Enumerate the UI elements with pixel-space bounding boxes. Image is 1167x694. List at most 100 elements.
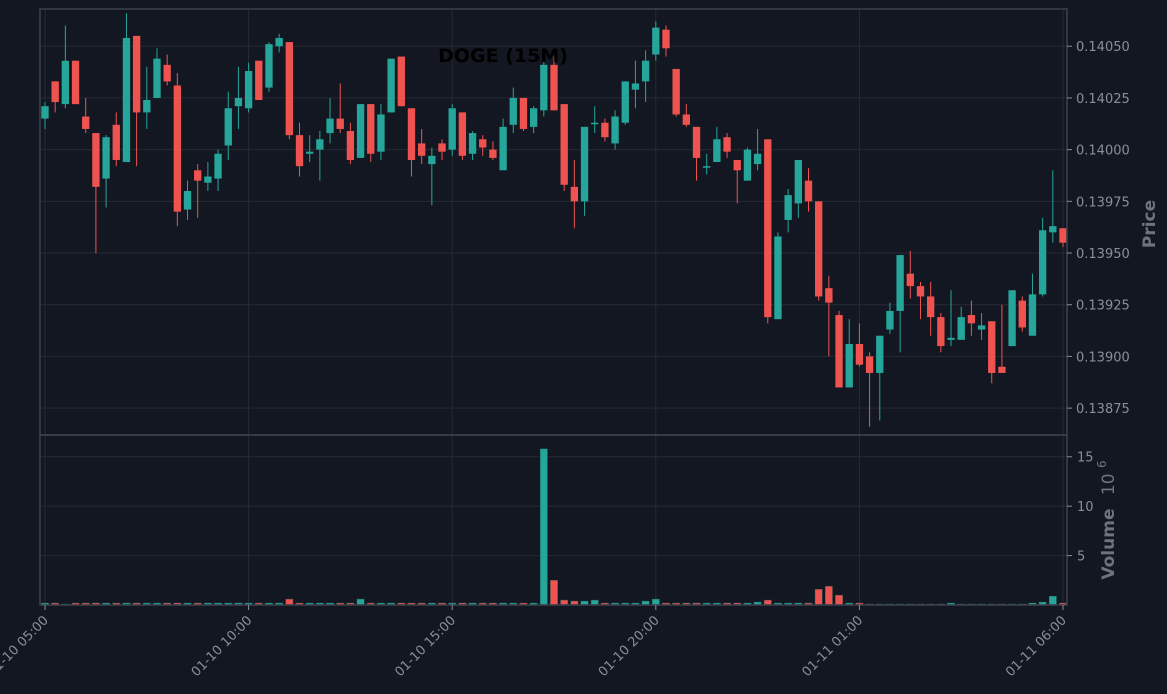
candle-body: [82, 116, 90, 129]
candle-body: [662, 29, 670, 49]
candle-body: [886, 310, 894, 330]
candle-body: [845, 344, 853, 388]
candle-body: [448, 108, 456, 150]
candle-body: [1008, 290, 1016, 347]
candle-body: [336, 118, 344, 129]
candle-body: [295, 135, 304, 167]
candle-body: [41, 106, 49, 119]
candle-body: [356, 104, 365, 158]
candle-body: [723, 137, 731, 152]
candle-body: [1059, 228, 1067, 243]
candle-body: [194, 170, 202, 181]
volume-panel-frame: [39, 434, 1068, 606]
candle-body: [713, 139, 721, 163]
candle-body: [265, 44, 273, 88]
candle-body: [591, 122, 599, 125]
candle-body: [825, 288, 833, 303]
candle-body: [346, 131, 355, 160]
price-tick-label: 0.14000: [1076, 144, 1130, 159]
candle-body: [509, 97, 517, 125]
price-tick-label: 0.13975: [1076, 195, 1130, 210]
candle-body: [499, 126, 507, 171]
candle-body: [611, 116, 619, 144]
volume-tick-label: 5: [1077, 550, 1085, 565]
candle-body: [876, 335, 884, 373]
candle-body: [977, 325, 986, 330]
candle-body: [143, 99, 151, 113]
candle-body: [937, 317, 945, 347]
price-tick-label: 0.13875: [1076, 402, 1130, 417]
candle-body: [682, 114, 691, 125]
candle-body: [285, 42, 293, 136]
candle-body: [692, 126, 701, 158]
volume-bar: [814, 588, 823, 606]
candle-body: [173, 85, 182, 212]
candle-body: [163, 64, 171, 82]
candle-body: [102, 137, 110, 179]
volume-multiplier-base: 10: [1099, 473, 1119, 495]
candle-body: [132, 35, 141, 113]
candle-body: [387, 58, 395, 113]
volume-bar: [835, 594, 843, 606]
candle-body: [580, 126, 589, 202]
volume-multiplier-exponent: 6: [1095, 460, 1109, 468]
candle-body: [774, 236, 782, 320]
price-tick-label: 0.13950: [1076, 247, 1130, 262]
volume-bar: [356, 598, 365, 606]
candle-body: [306, 151, 314, 154]
volume-axis-label-group: Volume 10 6: [1095, 460, 1119, 579]
candle-body: [753, 153, 762, 165]
candle-body: [560, 104, 568, 185]
candle-body: [71, 60, 80, 105]
volume-bars: [41, 448, 1067, 606]
candle-body: [804, 180, 813, 202]
candle-body: [988, 321, 996, 373]
candle-body: [244, 71, 253, 109]
price-candles: [41, 13, 1067, 427]
candle-body: [377, 114, 385, 152]
candle-body: [641, 60, 650, 82]
price-axis-label: Price: [1140, 200, 1160, 248]
candle-body: [998, 366, 1006, 373]
candle-body: [489, 149, 497, 158]
candle-body: [153, 58, 161, 98]
candle-body: [367, 104, 375, 154]
candle-body: [855, 344, 864, 365]
candle-body: [784, 195, 792, 220]
candle-body: [794, 159, 802, 204]
candle-body: [397, 56, 405, 107]
candle-body: [835, 315, 843, 388]
candle-body: [570, 186, 579, 202]
candle-body: [764, 139, 772, 318]
volume-bar: [824, 586, 833, 606]
candle-body: [255, 60, 263, 100]
candle-body: [92, 133, 100, 187]
candle-body: [672, 68, 680, 115]
volume-axis-label: Volume: [1099, 509, 1119, 580]
candle-body: [601, 122, 609, 138]
candle-body: [316, 139, 324, 150]
volume-tick-label: 10: [1077, 500, 1094, 515]
volume-bar: [1048, 595, 1057, 606]
candle-body: [51, 81, 59, 103]
candle-body: [326, 118, 334, 134]
candle-body: [1038, 230, 1047, 295]
candle-body: [621, 81, 629, 123]
candle-body: [519, 97, 528, 129]
svg-text:Volume 10 6: Volume 10 6: [1095, 460, 1119, 579]
candle-body: [865, 356, 874, 373]
candle-body: [224, 108, 232, 146]
volume-bar: [550, 580, 558, 606]
candle-body: [906, 273, 914, 287]
chart-title: DOGE (15M): [438, 45, 568, 67]
volume-tick-label: 15: [1077, 451, 1094, 466]
candle-body: [733, 159, 741, 171]
candle-body: [204, 176, 212, 183]
candle-body: [428, 155, 436, 165]
candle-body: [234, 97, 243, 107]
price-tick-label: 0.13900: [1076, 350, 1130, 365]
candle-body: [967, 315, 976, 324]
candle-body: [1028, 294, 1037, 336]
